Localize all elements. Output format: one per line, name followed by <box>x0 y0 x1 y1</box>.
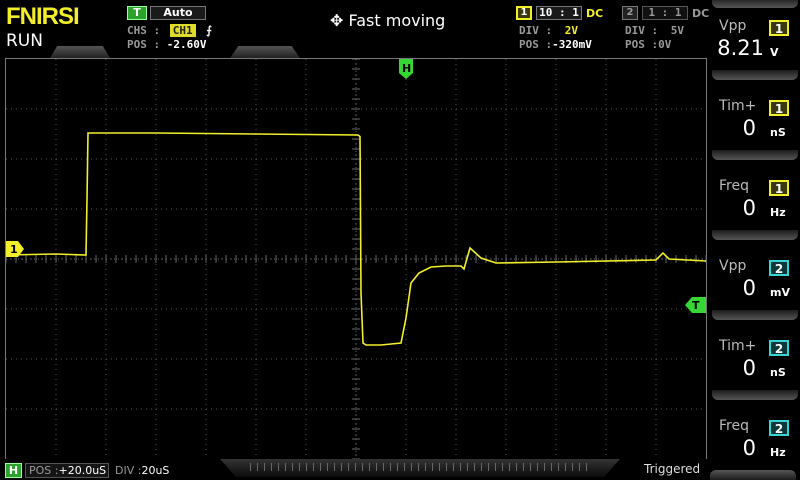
ch2-header[interactable]: 2 1 : 1 DC <box>622 6 709 20</box>
header-tab-decoration <box>50 46 110 58</box>
panel-divider <box>712 70 798 80</box>
measurement-unit: nS <box>770 366 786 379</box>
move-arrows-icon: ✥ <box>330 11 344 30</box>
h-pos-label: POS : <box>29 464 59 477</box>
measurement-value: 0 <box>742 196 756 220</box>
trigger-level-marker[interactable] <box>685 297 706 313</box>
ch2-div-label: DIV : <box>625 24 659 37</box>
ch1-div-label: DIV : <box>519 24 553 37</box>
ch2-badge[interactable]: 2 <box>622 6 638 20</box>
measurement-value: 0 <box>742 276 756 300</box>
panel-divider <box>712 0 798 8</box>
run-state[interactable]: RUN <box>6 31 43 51</box>
measurement-3[interactable]: Vpp 2 0 mV <box>708 240 800 320</box>
chs-label: CHS : <box>127 24 161 37</box>
brand-logo: FNIRSI <box>6 3 80 30</box>
measurement-label: Tim+ <box>719 338 757 354</box>
ch2-div-row: DIV : 5V <box>625 24 684 37</box>
measurement-4[interactable]: Tim+ 2 0 nS <box>708 320 800 400</box>
trigger-source-row: CHS : CH1 ⨍ <box>127 24 212 37</box>
measurement-label: Tim+ <box>719 98 757 114</box>
h-pos-value: +20.0uS <box>58 464 107 477</box>
h-position-marker[interactable] <box>399 59 413 79</box>
measurement-unit: V <box>770 46 779 59</box>
panel-divider <box>712 230 798 240</box>
panel-divider <box>712 150 798 160</box>
header-tab-decoration <box>230 46 300 58</box>
measurement-value: 0 <box>742 356 756 380</box>
trigger-pos-value: -2.60V <box>166 38 207 51</box>
measurement-label: Vpp <box>719 258 747 274</box>
ch1-marker-label: 1 <box>10 243 18 256</box>
h-div-value: 20uS <box>141 464 170 477</box>
measurement-value: 0 <box>742 436 756 460</box>
measurement-2[interactable]: Freq 1 0 Hz <box>708 160 800 240</box>
measurement-channel-badge[interactable]: 1 <box>769 180 789 196</box>
h-div[interactable]: DIV :20uS <box>115 464 169 477</box>
ch1-pos-row: POS :-320mV <box>519 38 592 51</box>
ch1-ground-marker[interactable] <box>6 241 24 257</box>
ch2-div-value: 5V <box>670 24 684 37</box>
rising-edge-icon[interactable]: ⨍ <box>206 24 212 37</box>
waveform-display[interactable]: 1 H T <box>5 58 708 460</box>
status-text: Fast moving <box>348 11 446 30</box>
measurement-channel-badge[interactable]: 1 <box>769 100 789 116</box>
measurement-label: Vpp <box>719 18 747 34</box>
measurement-channel-badge[interactable]: 2 <box>769 340 789 356</box>
ch1-trace <box>5 132 707 346</box>
ch2-pos-value: 0V <box>658 38 672 51</box>
h-div-label: DIV : <box>115 464 142 477</box>
measurement-channel-badge[interactable]: 1 <box>769 20 789 36</box>
trigger-state: Triggered <box>644 462 701 476</box>
measurement-1[interactable]: Tim+ 1 0 nS <box>708 80 800 160</box>
panel-divider <box>710 470 796 480</box>
ch2-probe[interactable]: 1 : 1 <box>642 6 688 20</box>
trigger-pos-row: POS : -2.60V <box>127 38 207 51</box>
measurement-unit: mV <box>770 286 790 299</box>
ch2-pos-label: POS : <box>625 38 659 51</box>
ch1-div-value: 2V <box>564 24 578 37</box>
measurement-unit: Hz <box>770 446 786 459</box>
measurement-value: 0 <box>742 116 756 140</box>
ch1-header[interactable]: 1 10 : 1 DC <box>516 6 603 20</box>
scrollbar-ticks <box>250 463 590 471</box>
ch1-div-row: DIV : 2V <box>519 24 578 37</box>
ch1-pos-label: POS : <box>519 38 553 51</box>
status-message: ✥ Fast moving <box>330 11 445 30</box>
measurement-unit: nS <box>770 126 786 139</box>
measurement-channel-badge[interactable]: 2 <box>769 420 789 436</box>
measurement-unit: Hz <box>770 206 786 219</box>
timebase-scrollbar[interactable] <box>220 459 620 477</box>
ch1-probe[interactable]: 10 : 1 <box>536 6 582 20</box>
trigger-mode[interactable]: Auto <box>150 6 206 20</box>
trigger-source[interactable]: CH1 <box>169 24 196 37</box>
trigger-badge[interactable]: T <box>127 6 147 20</box>
h-marker-label: H <box>402 62 411 75</box>
panel-divider <box>712 390 798 400</box>
h-badge[interactable]: H <box>5 463 22 478</box>
ch1-pos-value: -320mV <box>552 38 592 51</box>
ch2-pos-row: POS :0V <box>625 38 671 51</box>
measurement-label: Freq <box>719 178 749 194</box>
measurement-value: 8.21 <box>717 36 764 60</box>
ch1-coupling[interactable]: DC <box>586 6 604 20</box>
measurement-5[interactable]: Freq 2 0 Hz <box>708 400 800 480</box>
measurement-label: Freq <box>719 418 749 434</box>
trigger-marker-label: T <box>692 299 700 312</box>
waveform-svg[interactable]: 1 H T <box>5 58 708 460</box>
measurement-panel: Vpp 1 8.21 V Tim+ 1 0 nS Freq 1 0 Hz Vpp… <box>708 0 800 480</box>
measurement-0[interactable]: Vpp 1 8.21 V <box>708 0 800 80</box>
ch1-badge[interactable]: 1 <box>516 6 532 20</box>
trigger-pos-label: POS : <box>127 38 161 51</box>
panel-divider <box>712 310 798 320</box>
measurement-channel-badge[interactable]: 2 <box>769 260 789 276</box>
ch2-coupling[interactable]: DC <box>692 6 710 20</box>
h-pos-box[interactable]: POS :+20.0uS <box>25 463 109 478</box>
